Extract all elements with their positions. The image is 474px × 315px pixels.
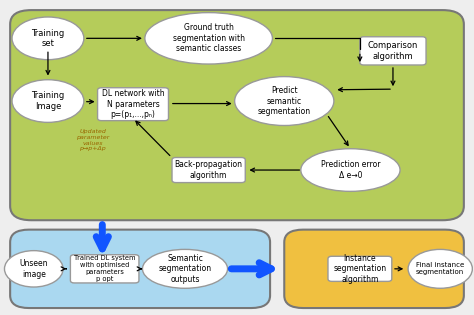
Ellipse shape — [12, 17, 84, 60]
Ellipse shape — [4, 251, 63, 287]
Text: Updated
parameter
values
p→p+Δp: Updated parameter values p→p+Δp — [76, 129, 109, 152]
Text: Unseen
image: Unseen image — [19, 259, 48, 278]
FancyBboxPatch shape — [10, 230, 270, 308]
FancyBboxPatch shape — [71, 255, 139, 283]
Text: Trained DL system
with optimised
parameters
p opt: Trained DL system with optimised paramet… — [74, 255, 136, 282]
Text: Back-propagation
algorithm: Back-propagation algorithm — [174, 160, 243, 180]
FancyBboxPatch shape — [172, 158, 245, 183]
FancyBboxPatch shape — [360, 37, 426, 65]
Text: Prediction error
Δ e→0: Prediction error Δ e→0 — [321, 160, 380, 180]
Text: Training
Image: Training Image — [31, 91, 64, 111]
Ellipse shape — [145, 13, 273, 64]
Ellipse shape — [235, 77, 334, 125]
FancyBboxPatch shape — [10, 10, 464, 220]
Ellipse shape — [12, 80, 84, 122]
Text: Comparison
algorithm: Comparison algorithm — [368, 41, 418, 60]
Text: Ground truth
segmentation with
semantic classes: Ground truth segmentation with semantic … — [173, 23, 245, 53]
Ellipse shape — [143, 249, 228, 288]
Ellipse shape — [301, 149, 400, 192]
Text: Semantic
segmentation
outputs: Semantic segmentation outputs — [158, 254, 211, 284]
Text: Instance
segmentation
algorithm: Instance segmentation algorithm — [333, 254, 386, 284]
Text: Training
set: Training set — [31, 29, 64, 48]
FancyBboxPatch shape — [98, 88, 168, 121]
Text: Predict
semantic
segmentation: Predict semantic segmentation — [258, 86, 311, 116]
FancyBboxPatch shape — [284, 230, 464, 308]
Ellipse shape — [408, 249, 473, 288]
FancyBboxPatch shape — [328, 256, 392, 281]
Text: Final instance
segmentation: Final instance segmentation — [416, 262, 465, 275]
Text: DL network with
N parameters
p=(p₁,...,pₙ): DL network with N parameters p=(p₁,...,p… — [102, 89, 164, 119]
